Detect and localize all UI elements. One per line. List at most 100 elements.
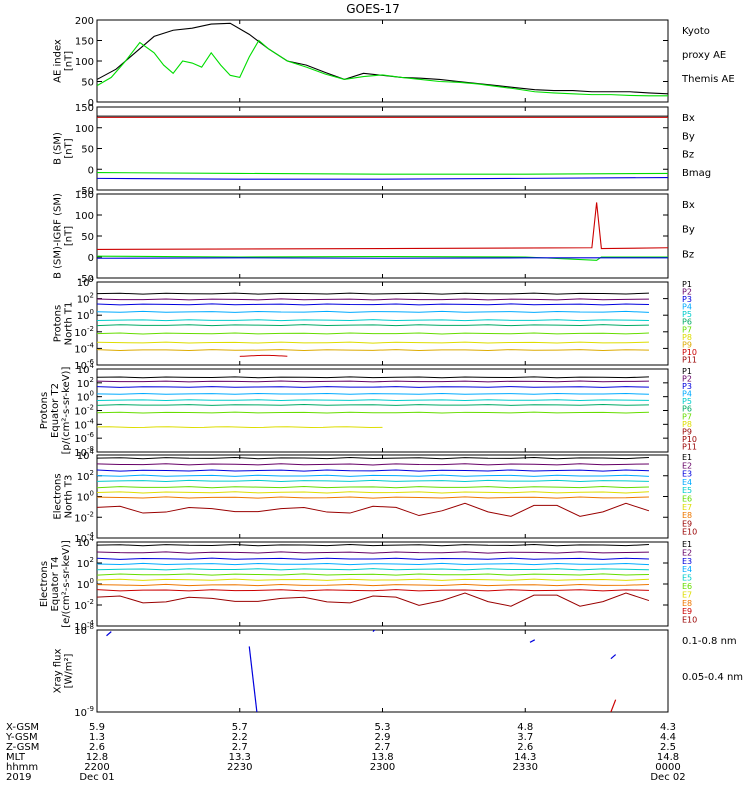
axis-cell: 3.7 xyxy=(517,732,533,743)
axis-cell: 12.8 xyxy=(86,752,108,763)
legend-entry: E1 xyxy=(682,453,692,462)
series-group xyxy=(97,376,649,429)
y-tick-label: 104 xyxy=(77,275,95,289)
legend-entry: P2 xyxy=(682,288,692,297)
legend-entry: P6 xyxy=(682,318,692,327)
axis-cell: 2230 xyxy=(227,762,252,773)
panel-frame xyxy=(96,454,669,539)
axis-row-label: Y-GSM xyxy=(5,732,38,743)
axis-cell: 2.6 xyxy=(517,742,533,753)
y-tick-label: 10-6 xyxy=(74,358,94,372)
legend-entry: E7 xyxy=(682,503,692,512)
y-tick-label: 150 xyxy=(75,190,94,201)
series-line-e8 xyxy=(97,583,649,587)
series-segment-0-05-0-4-nm xyxy=(248,646,258,712)
legend-entry: E8 xyxy=(682,599,692,608)
y-tick-label: 104 xyxy=(77,535,95,549)
series-line-by xyxy=(97,172,668,175)
panel-electrons-t3: 104 102 100 10-2 10-4 Electrons North T3 E1E2E3… xyxy=(53,448,698,545)
series-line-e7 xyxy=(97,491,649,494)
series-line-e1 xyxy=(97,456,649,460)
legend-entry: E10 xyxy=(682,528,697,537)
y-tick-label: 100 xyxy=(77,577,94,591)
y-tick-label: 10-4 xyxy=(74,619,94,633)
axis-cell: 2.7 xyxy=(375,742,391,753)
panel-bigrf: -50 0 50 100 150 B (SM)-IGRF (SM) [nT] Bx By Bz xyxy=(53,190,695,285)
legend-entry: E3 xyxy=(682,557,692,566)
y-tick-label: 10-8 xyxy=(74,623,94,637)
axis-cell: 4.8 xyxy=(517,722,533,733)
series-line-p2 xyxy=(97,298,649,301)
y-tick-label: 100 xyxy=(77,390,94,404)
legend-entry: P10 xyxy=(682,348,697,357)
legend-entry: P3 xyxy=(682,382,692,391)
legend-entry: Bz xyxy=(682,150,694,161)
y-tick-label: 50 xyxy=(81,78,94,89)
series-group xyxy=(97,115,668,180)
legend-entry: E9 xyxy=(682,607,692,616)
legend-entry: P7 xyxy=(682,412,692,421)
axis-cell: 5.3 xyxy=(375,722,391,733)
y-axis-label: B (SM)-IGRF (SM) xyxy=(53,193,64,279)
y-axis-label: Protons xyxy=(39,392,50,429)
axis-row-label: MLT xyxy=(6,752,26,763)
legend-entry: Bz xyxy=(682,249,694,260)
axis-cell: 2.9 xyxy=(375,732,391,743)
axis-cell: 0000 xyxy=(655,762,680,773)
series-line-p3 xyxy=(97,386,649,388)
legend-entry: E6 xyxy=(682,582,692,591)
series-line-e1 xyxy=(97,544,649,547)
axis-cell: 2.5 xyxy=(660,742,676,753)
series-line-p7 xyxy=(97,332,649,335)
series-line-e6 xyxy=(97,573,649,576)
panel-bsm: -50 0 50 100 150 B (SM) [nT] Bx By Bz Bmag xyxy=(53,103,712,197)
y-tick-label: 100 xyxy=(77,490,94,504)
y-tick-label: 102 xyxy=(77,469,94,483)
series-line-p1 xyxy=(97,376,649,379)
axis-cell: 14.3 xyxy=(514,752,536,763)
legend-entry: P9 xyxy=(682,340,692,349)
axis-cell: 2200 xyxy=(84,762,109,773)
axis-cell: 4.3 xyxy=(660,722,676,733)
y-tick-label: 150 xyxy=(75,103,94,114)
series-line-e4 xyxy=(97,474,649,477)
y-tick-label: 100 xyxy=(77,308,94,322)
legend-entry: 0.1-0.8 nm xyxy=(682,636,737,647)
y-tick-label: 102 xyxy=(77,292,94,306)
series-line-themis-ae xyxy=(97,22,668,95)
series-line-bx xyxy=(97,177,668,180)
series-line-e10 xyxy=(97,592,650,607)
series-line-e3 xyxy=(97,557,649,560)
series-line-e2 xyxy=(97,551,649,554)
series-group xyxy=(97,22,668,97)
legend-entry: E1 xyxy=(682,540,692,549)
legend-entry: E9 xyxy=(682,519,692,528)
legend-entry: P9 xyxy=(682,427,692,436)
series-segment-0-05-0-4-nm xyxy=(372,630,376,633)
panel-frame xyxy=(96,629,669,713)
series-line-e4 xyxy=(97,562,649,566)
y-tick-label: -50 xyxy=(78,274,94,285)
legend-entry: P4 xyxy=(682,303,692,312)
axis-row-label: Z-GSM xyxy=(6,742,39,753)
series-line-e8 xyxy=(97,496,649,499)
panel-frame xyxy=(96,281,669,366)
legend-entry: P5 xyxy=(682,310,692,319)
y-axis-label: Electrons xyxy=(39,561,50,607)
legend-entry: P5 xyxy=(682,397,692,406)
legend-entry: P6 xyxy=(682,405,692,414)
axis-cell: 2330 xyxy=(513,762,538,773)
y-tick-label: 102 xyxy=(77,556,94,570)
panel-protons-t1: 104 102 100 10-2 10-4 10-6 Protons North T1 P1P2… xyxy=(53,275,698,372)
y-tick-label: 10-8 xyxy=(74,445,94,459)
y-axis-label: [p/(cm²-s-sr-keV)] xyxy=(61,367,72,455)
legend-entry: E5 xyxy=(682,486,692,495)
legend-entry: E7 xyxy=(682,590,692,599)
series-line-p8 xyxy=(97,426,383,429)
y-axis-label: [nT] xyxy=(64,138,75,158)
legend-entry: E3 xyxy=(682,470,692,479)
axis-row-label: 2019 xyxy=(6,772,31,783)
legend-entry: E5 xyxy=(682,574,692,583)
legend-entry: P10 xyxy=(682,435,697,444)
